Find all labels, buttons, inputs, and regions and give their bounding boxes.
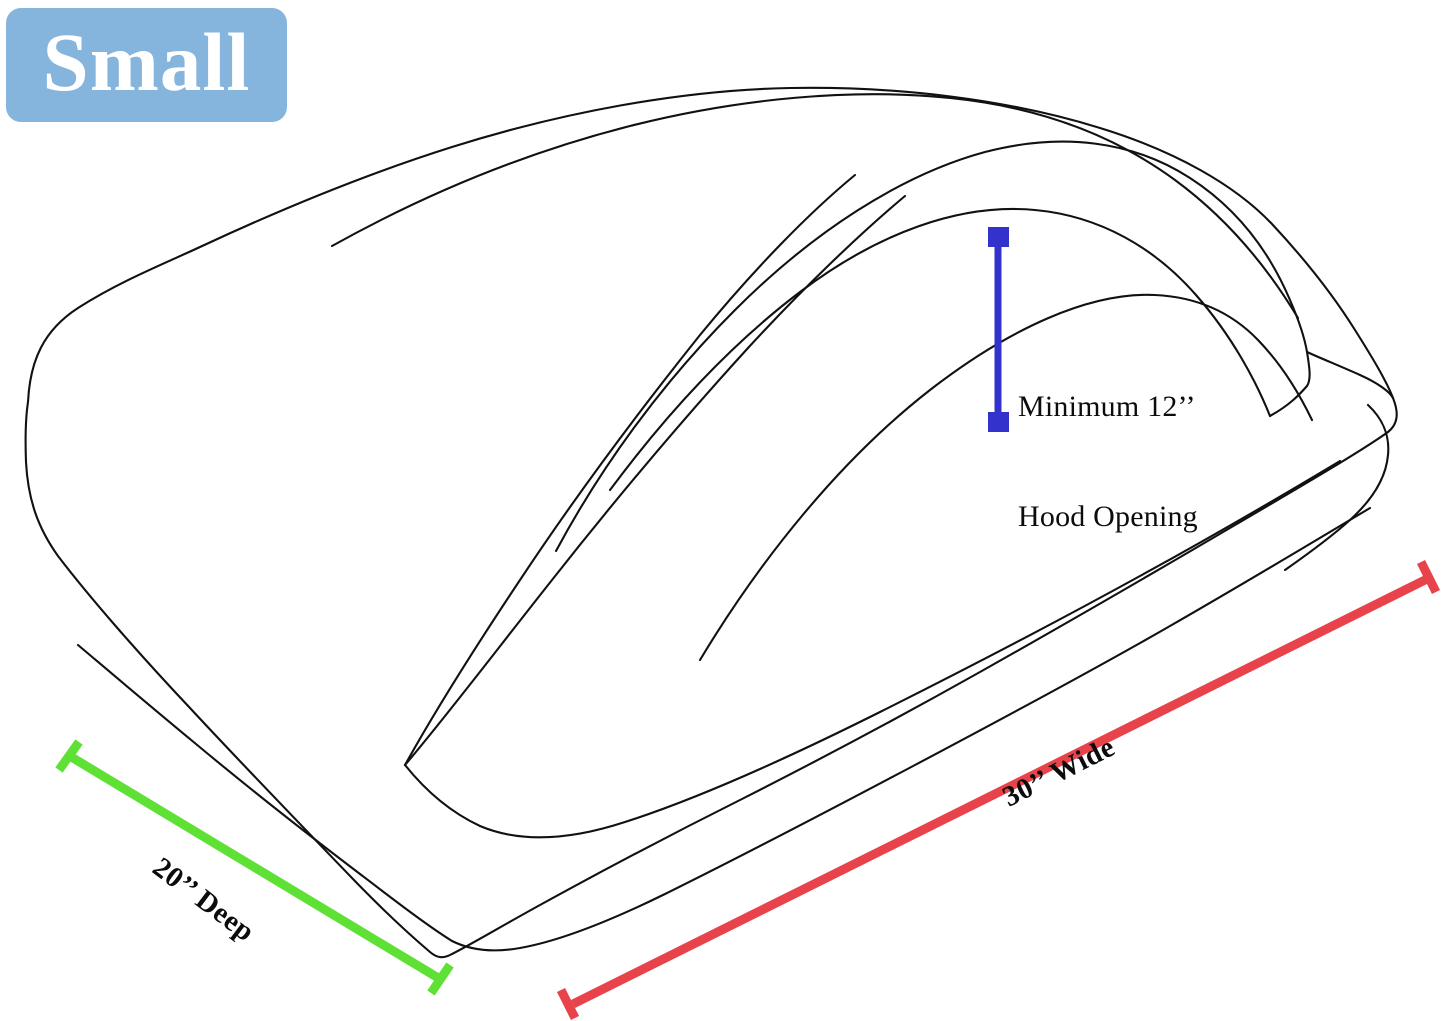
size-badge-label: Small: [42, 15, 251, 108]
lid-ridge-second: [554, 140, 1309, 553]
front-face-crease-left: [403, 173, 857, 767]
depth-cap-bottomright: [427, 962, 454, 996]
depth-line: [65, 751, 443, 983]
lid-ridge-third: [608, 208, 1272, 492]
front-face-crease-right: [403, 194, 907, 767]
bottom-front-seam: [450, 506, 1372, 952]
carrier-outline-group: [24, 86, 1398, 959]
hood-opening-label-line1: Minimum 12’’: [1018, 390, 1196, 424]
bottom-inner-seam: [403, 459, 1342, 839]
dimension-hood-opening: [988, 227, 1009, 432]
hood-opening-label: Minimum 12’’ Hood Opening: [1018, 316, 1198, 609]
lid-ridge-inner: [698, 293, 1314, 662]
side-panel-seam-left: [76, 643, 454, 943]
dimension-width: [556, 559, 1441, 1021]
hood-opening-label-line2: Hood Opening: [1018, 499, 1198, 533]
right-end-seam: [1283, 403, 1390, 572]
width-cap-right: [1416, 559, 1441, 595]
size-badge: Small: [6, 8, 287, 122]
width-line: [570, 573, 1432, 1009]
lid-ridge-outer: [330, 93, 1300, 320]
hood-opening-cap-bottom: [988, 412, 1009, 432]
depth-cap-topleft: [55, 739, 83, 773]
hood-opening-cap-top: [988, 227, 1009, 247]
width-cap-left: [556, 987, 580, 1021]
upper-right-converge: [1268, 350, 1311, 418]
dimension-depth: [55, 739, 454, 996]
right-corner-fold: [1305, 350, 1395, 400]
carrier-body-outline: [24, 86, 1398, 959]
